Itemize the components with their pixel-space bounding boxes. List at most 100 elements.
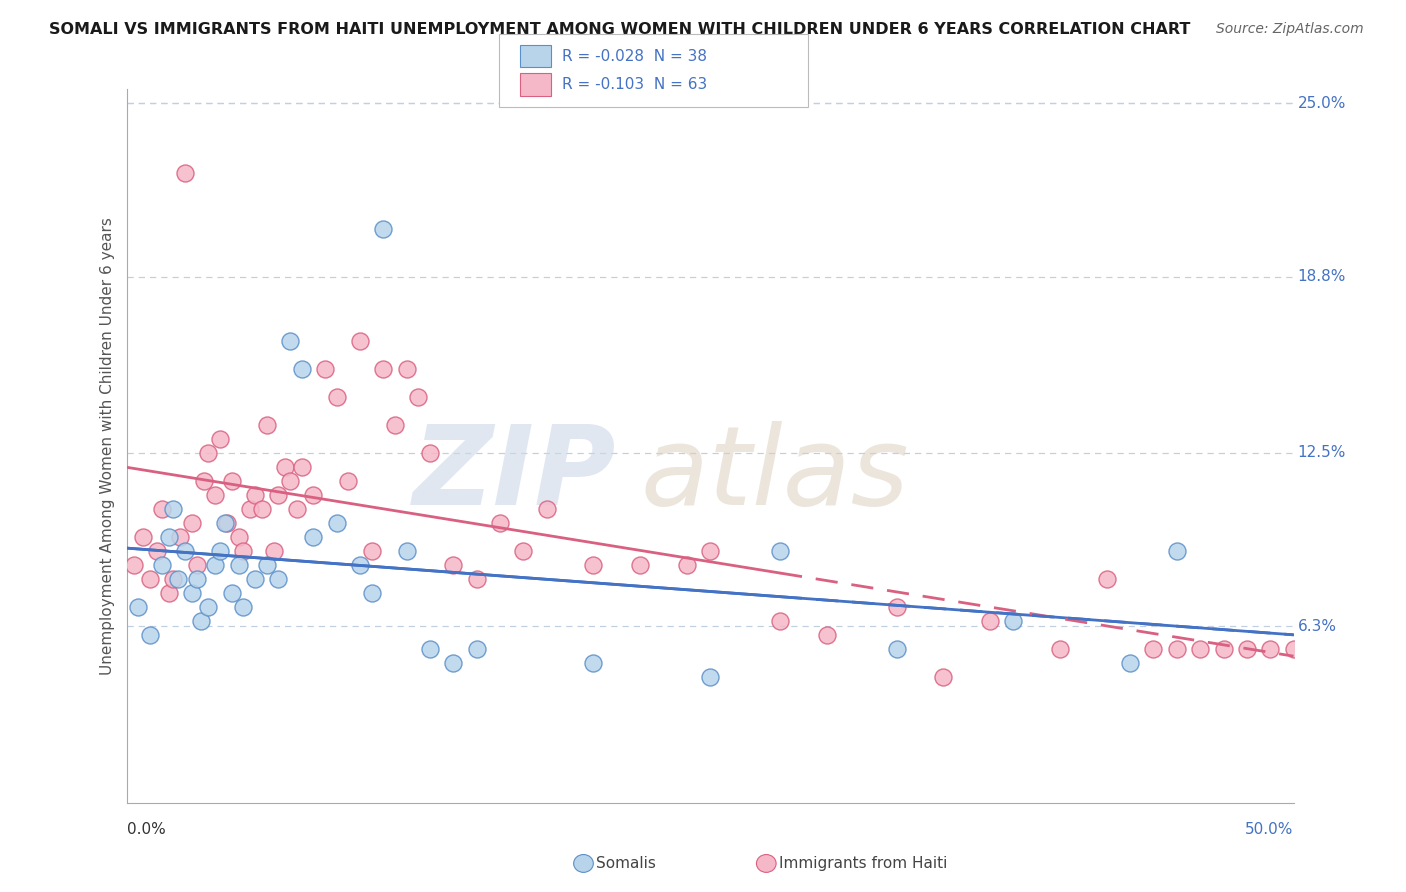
- Point: [228, 558, 250, 572]
- Point: [314, 362, 336, 376]
- Point: [232, 599, 254, 614]
- Point: [278, 334, 301, 348]
- Y-axis label: Unemployment Among Women with Children Under 6 years: Unemployment Among Women with Children U…: [100, 217, 115, 675]
- Text: 0.0%: 0.0%: [127, 822, 166, 838]
- Point: [1049, 641, 1071, 656]
- Point: [337, 474, 360, 488]
- Point: [208, 432, 231, 446]
- Point: [769, 544, 792, 558]
- Point: [256, 558, 278, 572]
- Point: [441, 558, 464, 572]
- Point: [250, 502, 273, 516]
- Point: [290, 460, 312, 475]
- Point: [256, 417, 278, 432]
- Point: [1236, 641, 1258, 656]
- Point: [1212, 641, 1234, 656]
- Point: [193, 474, 215, 488]
- Point: [278, 474, 301, 488]
- Point: [290, 362, 312, 376]
- Point: [582, 656, 605, 670]
- Point: [221, 474, 243, 488]
- Point: [349, 334, 371, 348]
- Point: [1095, 572, 1118, 586]
- Point: [274, 460, 297, 475]
- Point: [373, 222, 395, 236]
- Point: [384, 417, 406, 432]
- Text: SOMALI VS IMMIGRANTS FROM HAITI UNEMPLOYMENT AMONG WOMEN WITH CHILDREN UNDER 6 Y: SOMALI VS IMMIGRANTS FROM HAITI UNEMPLOY…: [49, 22, 1191, 37]
- Point: [127, 599, 149, 614]
- Text: Source: ZipAtlas.com: Source: ZipAtlas.com: [1216, 22, 1364, 37]
- Point: [285, 502, 308, 516]
- Point: [302, 488, 325, 502]
- Point: [769, 614, 792, 628]
- Point: [139, 572, 162, 586]
- Point: [1002, 614, 1025, 628]
- Point: [302, 530, 325, 544]
- Point: [536, 502, 558, 516]
- Point: [215, 516, 238, 530]
- Point: [208, 544, 231, 558]
- Text: Somalis: Somalis: [596, 856, 657, 871]
- Text: R = -0.028  N = 38: R = -0.028 N = 38: [562, 49, 707, 64]
- Point: [162, 572, 184, 586]
- Point: [169, 530, 191, 544]
- Point: [886, 599, 908, 614]
- Point: [150, 502, 173, 516]
- Point: [197, 599, 219, 614]
- Point: [204, 558, 226, 572]
- Point: [180, 516, 202, 530]
- Point: [186, 572, 208, 586]
- Point: [197, 446, 219, 460]
- Point: [419, 446, 441, 460]
- Point: [180, 586, 202, 600]
- Point: [1258, 641, 1281, 656]
- Point: [628, 558, 651, 572]
- Point: [465, 641, 488, 656]
- Point: [174, 166, 197, 180]
- Point: [1282, 641, 1305, 656]
- Point: [232, 544, 254, 558]
- Point: [325, 390, 347, 404]
- Point: [582, 558, 605, 572]
- Point: [360, 544, 382, 558]
- Point: [221, 586, 243, 600]
- Point: [267, 488, 290, 502]
- Point: [1189, 641, 1212, 656]
- Point: [157, 586, 180, 600]
- Point: [243, 572, 266, 586]
- Point: [815, 628, 838, 642]
- Point: [190, 614, 212, 628]
- Point: [1166, 641, 1188, 656]
- Point: [228, 530, 250, 544]
- Point: [408, 390, 430, 404]
- Text: ZIP: ZIP: [413, 421, 617, 528]
- Point: [395, 362, 418, 376]
- Point: [886, 641, 908, 656]
- Point: [373, 362, 395, 376]
- Point: [204, 488, 226, 502]
- Point: [150, 558, 173, 572]
- Point: [239, 502, 262, 516]
- Point: [1166, 544, 1188, 558]
- Point: [267, 572, 290, 586]
- Text: 6.3%: 6.3%: [1298, 619, 1337, 634]
- Text: 25.0%: 25.0%: [1298, 95, 1346, 111]
- Point: [360, 586, 382, 600]
- Point: [1119, 656, 1142, 670]
- Point: [489, 516, 512, 530]
- Point: [157, 530, 180, 544]
- Point: [174, 544, 197, 558]
- Text: Immigrants from Haiti: Immigrants from Haiti: [779, 856, 948, 871]
- Point: [146, 544, 169, 558]
- Point: [214, 516, 236, 530]
- Point: [139, 628, 162, 642]
- Point: [132, 530, 155, 544]
- Text: 50.0%: 50.0%: [1246, 822, 1294, 838]
- Text: R = -0.103  N = 63: R = -0.103 N = 63: [562, 77, 707, 92]
- Point: [122, 558, 145, 572]
- Text: atlas: atlas: [640, 421, 908, 528]
- Point: [186, 558, 208, 572]
- Point: [167, 572, 190, 586]
- Point: [699, 670, 721, 684]
- Point: [162, 502, 184, 516]
